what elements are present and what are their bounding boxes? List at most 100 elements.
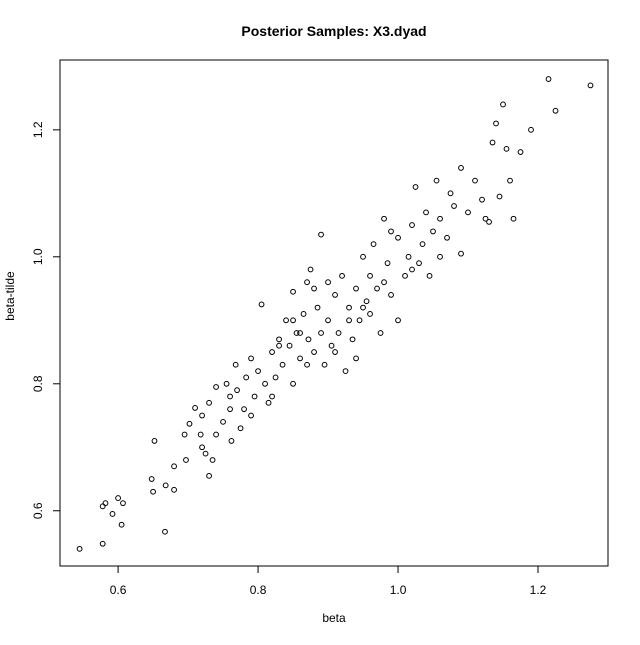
- point: [171, 463, 177, 470]
- point: [496, 193, 503, 200]
- x-axis-label: beta: [322, 611, 346, 625]
- point: [552, 107, 559, 114]
- point: [507, 177, 513, 184]
- point: [227, 406, 233, 413]
- point: [433, 177, 440, 184]
- point: [269, 349, 275, 355]
- point: [99, 503, 106, 510]
- plot-frame: [59, 59, 609, 567]
- point: [353, 355, 359, 362]
- point: [248, 355, 254, 362]
- point: [325, 279, 331, 286]
- point: [223, 380, 230, 387]
- point: [304, 279, 310, 286]
- point: [232, 361, 239, 368]
- point: [206, 472, 212, 479]
- point: [181, 431, 188, 438]
- point: [419, 241, 426, 248]
- point: [367, 272, 373, 279]
- point: [384, 260, 391, 267]
- point: [171, 486, 177, 493]
- point: [276, 342, 282, 349]
- point: [115, 495, 121, 501]
- point: [412, 184, 419, 190]
- point: [367, 311, 373, 317]
- y-tick-label: 0.8: [31, 375, 45, 392]
- point: [444, 234, 450, 241]
- point: [388, 228, 394, 235]
- point: [150, 488, 156, 495]
- point: [248, 412, 254, 419]
- point: [272, 374, 279, 381]
- point: [489, 139, 496, 146]
- point: [458, 165, 464, 171]
- point: [262, 380, 268, 387]
- point: [360, 304, 366, 311]
- y-tick-label: 1.2: [31, 121, 45, 138]
- point: [269, 393, 275, 400]
- point: [381, 215, 387, 222]
- point: [402, 272, 408, 279]
- point: [545, 76, 552, 82]
- point: [360, 253, 366, 260]
- point: [503, 145, 510, 152]
- point: [228, 438, 235, 444]
- point: [335, 330, 342, 336]
- point: [437, 215, 443, 222]
- point: [332, 292, 338, 298]
- point: [430, 228, 436, 235]
- point: [197, 431, 204, 438]
- point: [486, 218, 492, 225]
- point: [321, 361, 328, 368]
- point: [500, 101, 506, 108]
- point: [472, 177, 478, 184]
- point: [517, 149, 524, 155]
- point: [332, 349, 338, 355]
- x-tick-label: 0.8: [250, 583, 267, 597]
- point: [251, 393, 258, 400]
- point: [307, 266, 314, 273]
- x-tick-label: 1.2: [530, 583, 547, 597]
- point: [409, 222, 415, 228]
- point: [465, 209, 471, 216]
- point: [426, 272, 433, 279]
- point: [305, 336, 312, 343]
- x-tick-label: 1.0: [390, 583, 407, 597]
- point: [339, 272, 345, 279]
- point: [297, 330, 303, 336]
- point: [206, 399, 212, 406]
- chart-title: Posterior Samples: X3.dyad: [241, 23, 426, 39]
- point: [255, 368, 261, 374]
- point: [192, 405, 198, 411]
- point: [423, 209, 429, 216]
- point: [311, 285, 317, 292]
- point: [381, 279, 387, 286]
- point: [405, 253, 412, 260]
- point: [353, 285, 359, 292]
- point: [213, 384, 219, 390]
- point: [363, 298, 370, 305]
- point: [328, 342, 335, 349]
- y-axis-label: beta-tilde: [3, 271, 17, 321]
- point: [318, 231, 324, 238]
- point: [199, 444, 205, 451]
- point: [395, 317, 401, 324]
- point: [395, 234, 401, 241]
- point: [451, 203, 457, 209]
- point: [183, 457, 189, 463]
- point: [199, 412, 205, 419]
- point: [213, 431, 219, 438]
- point: [297, 355, 303, 362]
- point: [220, 418, 226, 425]
- point: [349, 336, 356, 343]
- point: [587, 82, 594, 89]
- point: [374, 285, 380, 292]
- point: [325, 317, 331, 324]
- point: [479, 196, 485, 203]
- point: [265, 399, 272, 406]
- point: [234, 387, 240, 394]
- point: [279, 361, 286, 368]
- point: [510, 215, 517, 222]
